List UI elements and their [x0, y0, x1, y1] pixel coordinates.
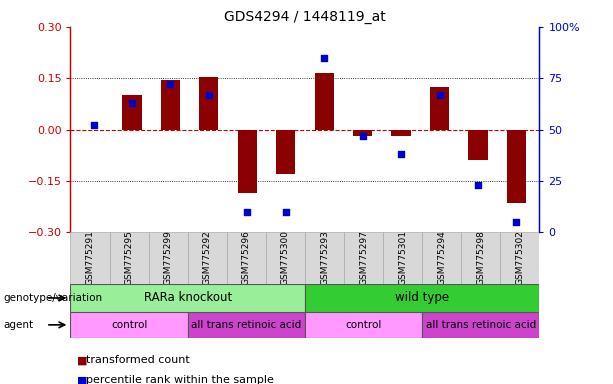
- Bar: [344, 232, 383, 284]
- Text: ■: ■: [77, 355, 87, 365]
- Bar: [430, 87, 449, 130]
- Point: [204, 92, 214, 98]
- Point: [473, 182, 483, 188]
- Text: GSM775301: GSM775301: [398, 230, 407, 285]
- Text: control: control: [111, 320, 147, 330]
- Text: GSM775292: GSM775292: [203, 230, 211, 285]
- Text: GSM775302: GSM775302: [516, 230, 524, 285]
- Bar: [462, 232, 500, 284]
- Text: percentile rank within the sample: percentile rank within the sample: [86, 375, 273, 384]
- Text: GSM775291: GSM775291: [86, 230, 94, 285]
- Bar: [422, 312, 539, 338]
- Point: [242, 209, 252, 215]
- Point: [281, 209, 291, 215]
- Bar: [314, 73, 334, 130]
- Bar: [500, 232, 539, 284]
- Bar: [188, 312, 305, 338]
- Text: GSM775300: GSM775300: [281, 230, 290, 285]
- Bar: [305, 312, 422, 338]
- Bar: [188, 232, 227, 284]
- Point: [127, 100, 137, 106]
- Bar: [305, 284, 539, 312]
- Text: GSM775295: GSM775295: [124, 230, 134, 285]
- Bar: [353, 130, 372, 136]
- Point: [435, 92, 444, 98]
- Point: [166, 81, 175, 88]
- Bar: [422, 232, 462, 284]
- Bar: [266, 232, 305, 284]
- Text: RARa knockout: RARa knockout: [143, 291, 232, 305]
- Text: agent: agent: [3, 320, 33, 330]
- Bar: [161, 80, 180, 130]
- Bar: [276, 130, 295, 174]
- Point: [319, 55, 329, 61]
- Text: GSM775298: GSM775298: [476, 230, 485, 285]
- Bar: [70, 284, 305, 312]
- Text: wild type: wild type: [395, 291, 449, 305]
- Bar: [305, 232, 344, 284]
- Bar: [110, 232, 149, 284]
- Bar: [227, 232, 266, 284]
- Text: transformed count: transformed count: [86, 355, 189, 365]
- Text: ■: ■: [77, 375, 87, 384]
- Text: GSM775296: GSM775296: [242, 230, 251, 285]
- Point: [511, 219, 521, 225]
- Bar: [149, 232, 188, 284]
- Bar: [70, 232, 110, 284]
- Text: GSM775293: GSM775293: [320, 230, 329, 285]
- Text: all trans retinoic acid: all trans retinoic acid: [191, 320, 302, 330]
- Point: [396, 151, 406, 157]
- Text: GSM775297: GSM775297: [359, 230, 368, 285]
- Title: GDS4294 / 1448119_at: GDS4294 / 1448119_at: [224, 10, 386, 25]
- Point: [358, 133, 368, 139]
- Bar: [238, 130, 257, 193]
- Point: [89, 122, 99, 129]
- Bar: [70, 312, 188, 338]
- Bar: [199, 76, 218, 130]
- Text: GSM775294: GSM775294: [437, 230, 446, 285]
- Bar: [392, 130, 411, 136]
- Text: genotype/variation: genotype/variation: [3, 293, 102, 303]
- Text: all trans retinoic acid: all trans retinoic acid: [425, 320, 536, 330]
- Text: control: control: [345, 320, 382, 330]
- Bar: [123, 95, 142, 130]
- Text: GSM775299: GSM775299: [164, 230, 173, 285]
- Bar: [383, 232, 422, 284]
- Bar: [507, 130, 526, 203]
- Bar: [468, 130, 487, 161]
